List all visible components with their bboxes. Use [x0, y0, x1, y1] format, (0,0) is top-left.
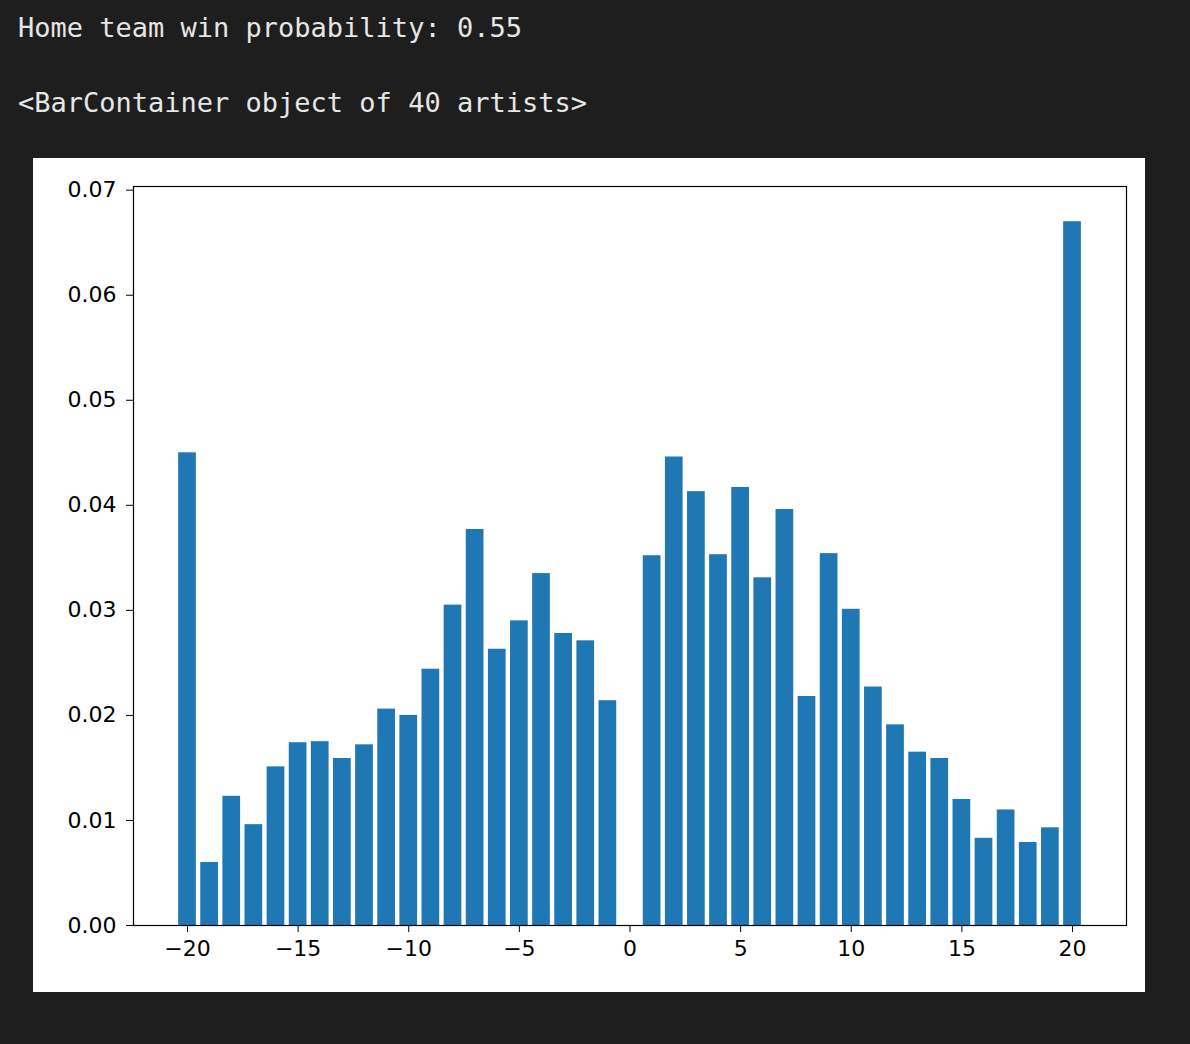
- svg-text:0.04: 0.04: [68, 492, 117, 517]
- svg-text:0.05: 0.05: [68, 387, 117, 412]
- svg-text:−5: −5: [503, 936, 535, 961]
- svg-text:10: 10: [837, 936, 865, 961]
- html-text:Home team win probability: 0.5: Home team win probability: 0.55: [18, 12, 522, 43]
- svg-text:0.00: 0.00: [68, 913, 117, 938]
- svg-text:5: 5: [734, 936, 748, 961]
- svg-text:0.07: 0.07: [68, 177, 117, 202]
- svg-text:−15: −15: [275, 936, 321, 961]
- svg-text:20: 20: [1059, 936, 1087, 961]
- svg-text:−10: −10: [386, 936, 432, 961]
- svg-text:0.01: 0.01: [68, 807, 117, 832]
- svg-text:−20: −20: [164, 936, 210, 961]
- svg-text:0.06: 0.06: [68, 282, 117, 307]
- svg-text:0.03: 0.03: [68, 597, 117, 622]
- svg-text:0: 0: [623, 936, 637, 961]
- svg-text:0.02: 0.02: [68, 702, 117, 727]
- html-text:<BarContainer object of 40 art: <BarContainer object of 40 artists>: [18, 87, 587, 118]
- svg-text:15: 15: [948, 936, 976, 961]
